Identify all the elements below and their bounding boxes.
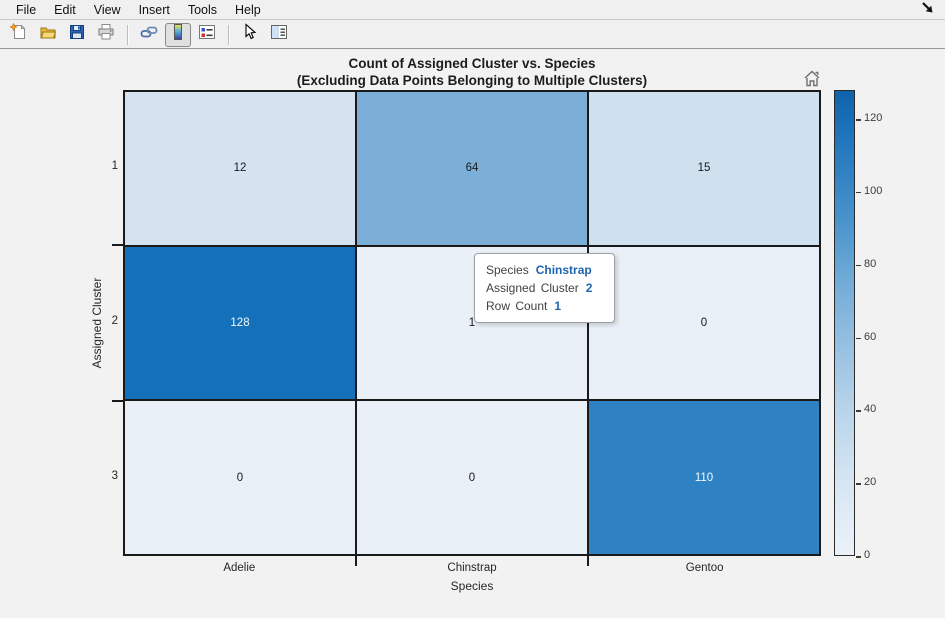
colorbar-tick-label: 100 [864,184,883,197]
colorbar-tick [856,191,861,194]
colorbar-tick-label: 120 [864,112,883,125]
property-inspector-button[interactable] [266,23,292,47]
datatip-value: 2 [585,281,593,295]
heatmap-cell-r1-c1[interactable]: 12 [125,92,355,245]
menu-edit[interactable]: Edit [54,2,76,17]
x-grid-tick [587,556,590,566]
y-grid-tick [112,244,123,247]
home-icon [803,70,821,92]
toolbar-separator [127,24,128,45]
floppy-disk-icon [68,23,86,46]
insert-legend-button[interactable] [194,23,220,47]
colorbar-tick-label: 20 [864,476,877,489]
restore-view-button[interactable] [802,70,822,92]
menu-bar: File Edit View Insert Tools Help [0,0,945,20]
menu-file[interactable]: File [16,2,37,17]
y-tick-label: 2 [111,315,118,327]
colorbar-tick [856,337,861,340]
datatip-label: Assigned Cluster [486,281,579,295]
heatmap-cell-r1-c2[interactable]: 64 [357,92,587,245]
heatmap-cell-r3-c3[interactable]: 110 [589,401,819,554]
x-grid-tick [354,556,357,566]
toolbar [0,21,945,49]
link-plot-button[interactable] [136,23,162,47]
open-folder-icon [39,23,57,46]
x-tick-label: Adelie [223,562,256,574]
x-axis-label: Species [450,579,494,593]
colorbar-tick-label: 60 [864,330,877,343]
colorbar-icon [169,23,187,46]
heatmap-cell-r1-c3[interactable]: 15 [589,92,819,245]
toolbar-separator [228,24,229,45]
legend-icon [198,23,216,46]
chart-title-line1: Count of Assigned Cluster vs. Species [348,56,596,71]
menu-view[interactable]: View [93,2,121,17]
heatmap-cell-r3-c2[interactable]: 0 [357,401,587,554]
colorbar-tick-label: 40 [864,403,877,416]
colorbar-tick [856,483,861,485]
arrow-cursor-icon [241,23,259,46]
x-tick-label: Gentoo [685,562,724,574]
datatip-tooltip: Species Chinstrap Assigned Cluster 2 Row C… [474,253,615,323]
y-grid-tick [112,399,123,402]
x-tick-label: Chinstrap [447,562,497,574]
print-figure-button[interactable] [93,23,119,47]
figure-canvas: Count of Assigned Cluster vs. Species (E… [0,50,945,618]
chain-link-icon [140,23,158,46]
chart-title-line2: (Excluding Data Points Belonging to Mult… [296,73,648,88]
colorbar-tick [856,556,861,558]
y-tick-label: 3 [111,470,118,483]
menu-help[interactable]: Help [235,2,261,17]
heatmap-grid: 12 64 15 128 1 0 0 0 110 [123,90,821,556]
heatmap-cell-r2-c1[interactable]: 128 [125,246,355,400]
colorbar [834,90,855,556]
open-file-button[interactable] [35,23,61,47]
datatip-row: Row Count 1 [486,297,603,315]
menu-tools[interactable]: Tools [187,2,218,17]
colorbar-tick [856,119,861,121]
chart-title: Count of Assigned Cluster vs. Species (E… [123,55,821,89]
datatip-row: Species Chinstrap [486,261,603,279]
y-tick-label: 1 [111,159,118,172]
property-editor-icon [270,23,288,46]
save-figure-button[interactable] [64,23,90,47]
new-figure-button[interactable] [6,22,32,47]
colorbar-tick [856,410,861,412]
menu-insert[interactable]: Insert [138,2,170,17]
heatmap-cell-r3-c1[interactable]: 0 [125,401,355,554]
printer-icon [97,23,115,46]
datatip-label: Species [486,263,529,277]
insert-colorbar-button[interactable] [165,22,191,47]
new-document-icon [9,22,28,46]
colorbar-tick-label: 0 [864,549,871,561]
colorbar-tick-label: 80 [864,257,877,270]
heatmap-cell-r2-c3[interactable]: 0 [589,246,819,400]
colorbar-tick [856,264,861,267]
datatip-value: 1 [554,299,562,313]
datatip-value: Chinstrap [535,263,592,277]
edit-plot-button[interactable] [237,23,263,47]
datatip-label: Row Count [486,299,548,313]
resize-cursor-icon [921,1,935,20]
datatip-row: Assigned Cluster 2 [486,279,603,297]
